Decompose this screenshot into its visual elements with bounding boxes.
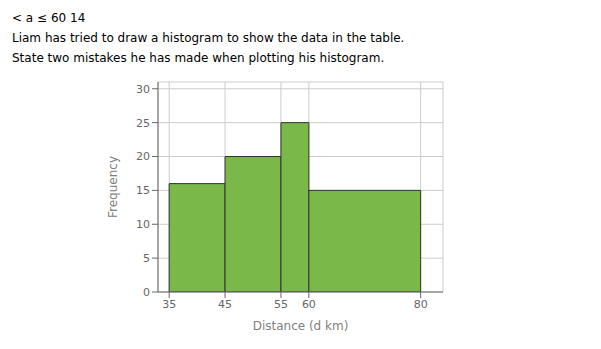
svg-text:45: 45 [218,298,232,311]
svg-text:Distance (d km): Distance (d km) [253,319,349,333]
svg-text:0: 0 [143,286,150,299]
svg-text:20: 20 [136,150,150,163]
svg-text:60: 60 [302,298,316,311]
svg-text:10: 10 [136,218,150,231]
svg-text:25: 25 [136,117,150,130]
html-text:< a ≤ 60 14: < a ≤ 60 14 [12,11,86,25]
svg-text:Frequency: Frequency [106,156,120,218]
svg-text:15: 15 [136,184,150,197]
svg-text:80: 80 [414,298,428,311]
svg-text:35: 35 [162,298,176,311]
svg-text:30: 30 [136,83,150,96]
html-text:State two mistakes he has made: State two mistakes he has made when plot… [12,51,385,65]
svg-text:55: 55 [274,298,288,311]
html-text:Liam has tried to draw a histo: Liam has tried to draw a histogram to sh… [12,31,405,45]
svg-text:5: 5 [143,252,150,265]
